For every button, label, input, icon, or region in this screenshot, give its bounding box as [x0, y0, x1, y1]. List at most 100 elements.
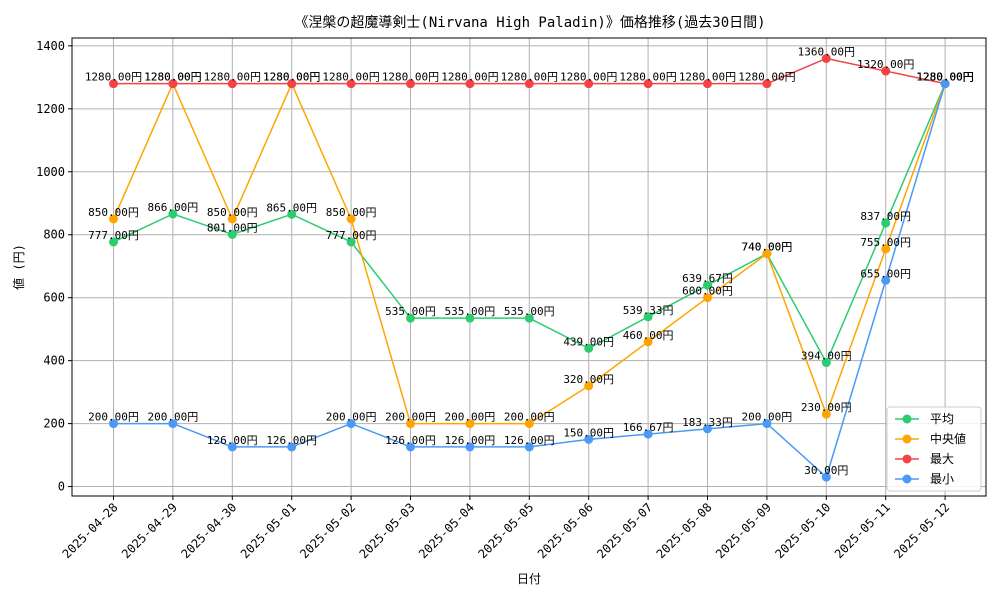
data-label-1: 539.33円	[623, 304, 674, 317]
data-label-1: 837.00円	[860, 210, 911, 223]
x-tick-label: 2025-05-04	[416, 500, 477, 561]
data-point-1	[584, 343, 594, 353]
data-label-3: 1360.00円	[798, 45, 855, 58]
data-point-3	[584, 79, 594, 89]
data-label-1: 535.00円	[445, 305, 496, 318]
data-point-1	[524, 313, 534, 323]
data-label-2: 1280.00円	[144, 71, 201, 84]
data-label-3: 1280.00円	[738, 71, 795, 84]
data-label-3: 1280.00円	[322, 71, 379, 84]
data-label-1: 1280.00円	[916, 71, 973, 84]
data-label-1: 801.00円	[207, 221, 258, 234]
x-tick-label: 2025-05-09	[713, 500, 774, 561]
data-point-3	[168, 79, 178, 89]
data-point-1	[643, 312, 653, 322]
data-label-4: 30.00円	[804, 464, 848, 477]
data-point-3	[821, 53, 831, 63]
legend-marker	[902, 454, 912, 464]
data-labels: 777.00円 866.00円 801.00円 865.00円 777.00円 535.0…	[85, 45, 974, 477]
data-point-4	[703, 424, 712, 434]
data-label-4: 166.67円	[623, 421, 674, 434]
data-point-2	[406, 419, 415, 429]
data-point-3	[524, 79, 534, 89]
data-label-2: 850.00円	[326, 206, 377, 219]
data-label-2: 850.00円	[88, 206, 139, 219]
y-tick-label: 800	[43, 228, 65, 242]
legend-marker	[902, 434, 912, 444]
data-point-3	[346, 79, 356, 89]
x-axis-title: 日付	[517, 572, 541, 586]
data-label-2: 200.00円	[445, 411, 496, 424]
data-point-4	[643, 429, 653, 439]
data-label-1: 777.00円	[326, 229, 377, 242]
data-point-4	[406, 442, 415, 452]
data-label-3: 1280.00円	[679, 71, 736, 84]
data-point-2	[346, 214, 356, 224]
data-label-2: 230.00円	[801, 401, 852, 414]
x-tick-label: 2025-04-30	[178, 500, 239, 561]
plot-series	[109, 53, 950, 482]
data-label-3: 1280.00円	[85, 71, 142, 84]
x-tick-label: 2025-05-05	[475, 500, 536, 561]
x-tick-label: 2025-04-29	[119, 500, 180, 561]
legend-label: 最小	[930, 472, 954, 486]
data-point-2	[584, 381, 594, 391]
data-label-3: 1320.00円	[857, 58, 914, 71]
y-tick-label: 1000	[36, 165, 65, 179]
data-label-2: 460.00円	[623, 329, 674, 342]
data-label-1: 639.67円	[682, 272, 733, 285]
data-label-1: 777.00円	[88, 229, 139, 242]
data-point-3	[287, 79, 297, 89]
y-tick-label: 1200	[36, 102, 65, 116]
data-point-4	[465, 442, 475, 452]
data-label-2: 200.00円	[504, 411, 555, 424]
data-point-3	[643, 79, 653, 89]
legend-marker	[902, 474, 912, 484]
data-label-4: 1280.00円	[916, 71, 973, 84]
data-point-4	[821, 472, 831, 482]
data-label-2: 200.00円	[385, 411, 436, 424]
data-point-2	[703, 293, 712, 303]
data-point-2	[762, 249, 772, 259]
data-point-2	[821, 409, 831, 419]
y-tick-label: 600	[43, 291, 65, 305]
data-label-2: 320.00円	[563, 373, 614, 386]
data-label-2: 755.00円	[860, 236, 911, 249]
y-tick-label: 1400	[36, 39, 65, 53]
data-label-3: 1280.00円	[204, 71, 261, 84]
data-label-2: 600.00円	[682, 285, 733, 298]
data-point-1	[287, 209, 297, 219]
data-label-2: 850.00円	[207, 206, 258, 219]
data-point-4	[762, 419, 772, 429]
x-tick-label: 2025-05-06	[535, 500, 596, 561]
data-point-4	[168, 419, 178, 429]
data-label-3: 1280.00円	[501, 71, 558, 84]
data-point-1	[703, 280, 712, 290]
data-label-3: 1280.00円	[916, 71, 973, 84]
x-tick-label: 2025-05-10	[772, 500, 833, 561]
data-label-4: 200.00円	[326, 411, 377, 424]
data-point-4	[287, 442, 297, 452]
data-point-1	[821, 358, 831, 368]
x-tick-label: 2025-05-11	[832, 500, 893, 561]
x-tick-label: 2025-05-07	[594, 500, 655, 561]
data-point-1	[406, 313, 415, 323]
legend-marker	[902, 414, 912, 424]
data-label-4: 200.00円	[88, 411, 139, 424]
data-point-2	[227, 214, 237, 224]
axes: 02004006008001000120014002025-04-282025-…	[36, 39, 952, 561]
data-point-4	[524, 442, 534, 452]
chart-title: 《涅槃の超魔導剣士(Nirvana High Paladin)》価格推移(過去3…	[294, 15, 765, 31]
legend-label: 最大	[930, 452, 954, 466]
data-point-4	[940, 79, 950, 89]
legend-frame	[886, 406, 982, 492]
data-point-3	[762, 79, 772, 89]
data-label-4: 126.00円	[385, 434, 436, 447]
x-tick-label: 2025-05-02	[297, 500, 358, 561]
data-label-1: 740.00円	[742, 241, 793, 254]
data-label-4: 126.00円	[445, 434, 496, 447]
data-label-4: 126.00円	[504, 434, 555, 447]
data-point-2	[643, 337, 653, 347]
